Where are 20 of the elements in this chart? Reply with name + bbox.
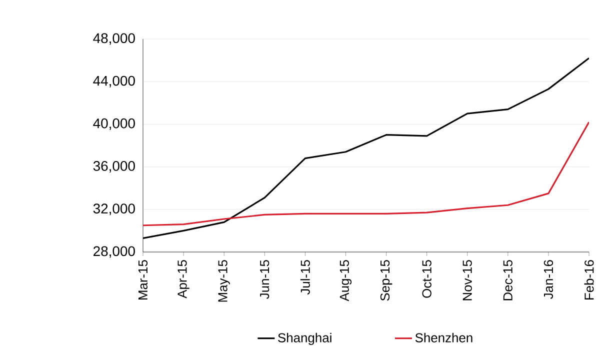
y-tick-label: 44,000 bbox=[93, 76, 135, 88]
x-tick-label: Jul-15 bbox=[300, 260, 310, 295]
y-tick-label: 32,000 bbox=[93, 204, 135, 216]
x-tick-label: Nov-15 bbox=[462, 260, 472, 300]
y-tick-label: 28,000 bbox=[94, 246, 135, 258]
x-tick-label: Mar-15 bbox=[138, 260, 148, 300]
y-tick-label: 48,000 bbox=[93, 33, 135, 45]
x-tick-label: Dec-15 bbox=[503, 260, 512, 300]
y-tick-label: 40,000 bbox=[93, 118, 135, 130]
x-tick-label: Feb-16 bbox=[584, 260, 594, 300]
x-tick-label: Apr-15 bbox=[178, 260, 190, 298]
x-tick-label: Jun-15 bbox=[260, 260, 270, 299]
legend-label: Shanghai bbox=[278, 332, 332, 345]
x-tick-label: Jan-16 bbox=[544, 260, 554, 299]
x-tick-label: Oct-15 bbox=[422, 260, 432, 298]
x-tick-label: May-15 bbox=[218, 260, 230, 302]
x-tick-label: Aug-15 bbox=[340, 260, 352, 302]
legend-label: Shenzhen bbox=[415, 332, 472, 342]
y-tick-label: 36,000 bbox=[93, 161, 135, 173]
x-tick-label: Sep-15 bbox=[380, 260, 392, 301]
